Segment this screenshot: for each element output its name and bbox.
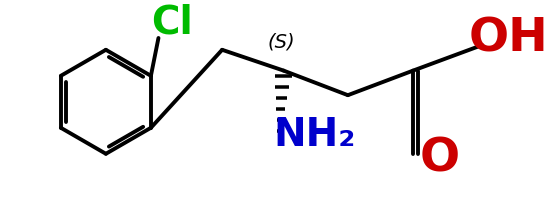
Text: O: O [419,136,460,181]
Text: (S): (S) [268,33,295,52]
Text: OH: OH [469,17,548,62]
Text: Cl: Cl [151,4,193,42]
Text: NH₂: NH₂ [273,116,356,154]
